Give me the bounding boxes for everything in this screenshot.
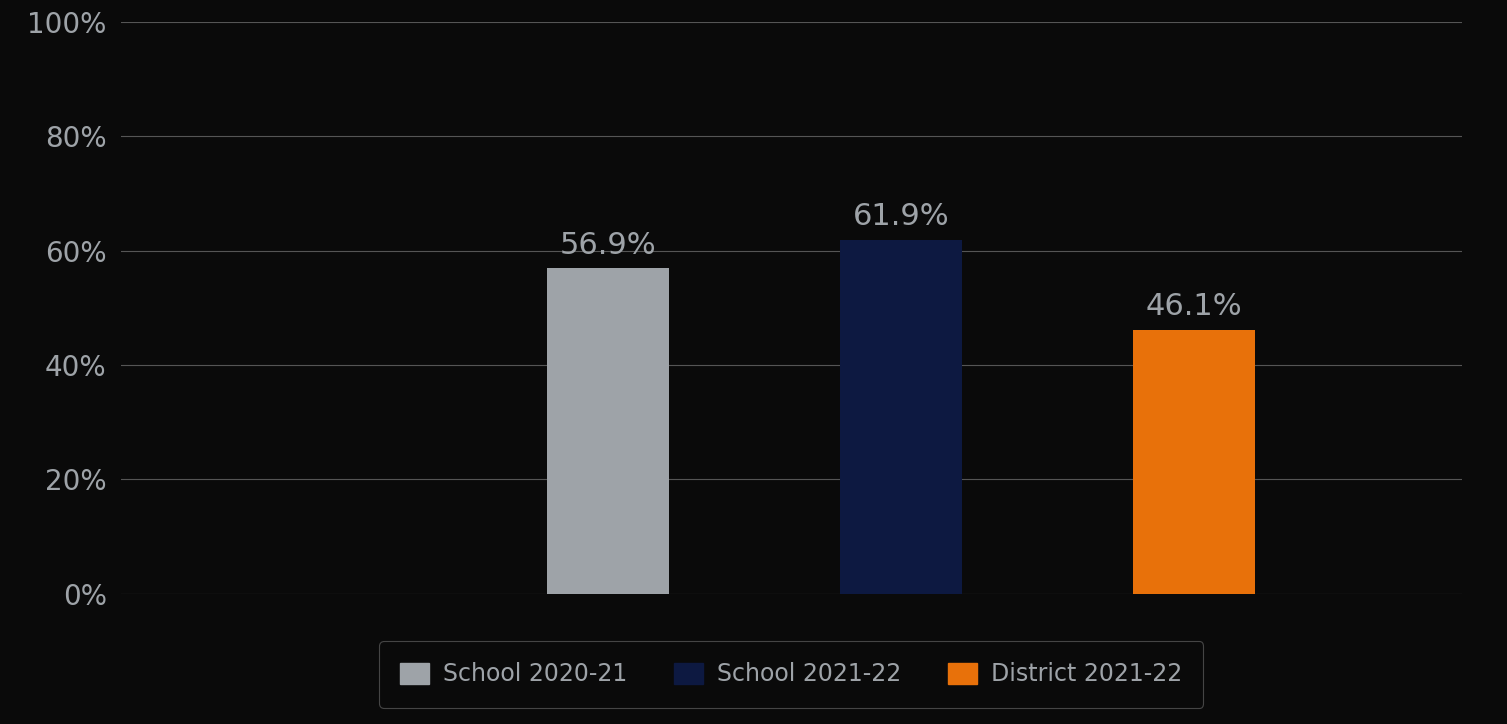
Bar <box>839 240 961 594</box>
Legend: School 2020-21, School 2021-22, District 2021-22: School 2020-21, School 2021-22, District… <box>380 641 1203 707</box>
Text: 61.9%: 61.9% <box>853 202 949 231</box>
Bar <box>1133 330 1254 594</box>
Text: 46.1%: 46.1% <box>1145 292 1242 321</box>
Bar <box>547 268 669 594</box>
Text: 56.9%: 56.9% <box>561 231 657 260</box>
